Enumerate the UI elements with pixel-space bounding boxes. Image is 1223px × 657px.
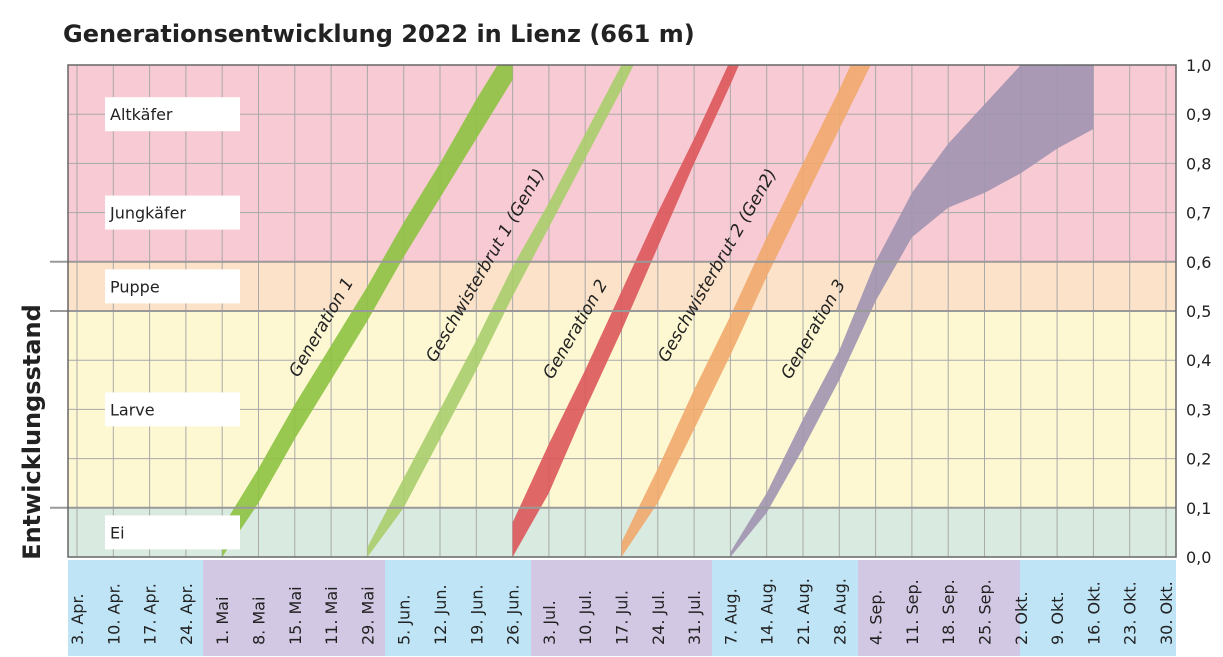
stage-label: Jungkäfer <box>109 204 186 223</box>
x-tick-label: 11. Mai <box>322 586 341 645</box>
y-tick-label: 0,7 <box>1186 204 1211 223</box>
x-tick-label: 14. Aug. <box>758 578 777 645</box>
x-tick-label: 15. Mai <box>286 586 305 645</box>
x-tick-label: 11. Sep. <box>903 579 922 645</box>
x-tick-label: 3. Apr. <box>68 593 87 645</box>
x-tick-label: 17. Apr. <box>141 583 160 645</box>
y-tick-label: 0,8 <box>1186 154 1211 173</box>
month-strip <box>1020 560 1176 656</box>
stage-label: Ei <box>110 523 125 542</box>
x-tick-label: 31. Jul. <box>685 590 704 645</box>
month-strip <box>531 560 712 656</box>
stage-label-box <box>105 195 240 230</box>
chart-title: Generationsentwicklung 2022 in Lienz (66… <box>63 20 695 48</box>
x-tick-label: 25. Sep. <box>976 579 995 645</box>
x-tick-label: 10. Jul. <box>576 590 595 645</box>
x-tick-label: 12. Jun. <box>431 584 450 645</box>
x-tick-label: 19. Jun. <box>467 584 486 645</box>
y-tick-label: 0,1 <box>1186 499 1211 518</box>
month-strip <box>712 560 858 656</box>
x-tick-label: 3. Jul. <box>540 600 559 645</box>
y-tick-label: 0,9 <box>1186 105 1211 124</box>
x-tick-label: 29. Mai <box>358 586 377 645</box>
x-tick-label: 21. Aug. <box>794 578 813 645</box>
stage-label-box <box>105 392 240 427</box>
x-tick-label: 2. Okt. <box>1012 591 1031 645</box>
month-strip <box>68 560 203 656</box>
x-tick-label: 5. Jun. <box>395 595 414 645</box>
month-strip <box>385 560 531 656</box>
month-strip <box>203 560 385 656</box>
x-tick-label: 24. Apr. <box>177 583 196 645</box>
y-tick-label: 1,0 <box>1186 56 1211 75</box>
x-tick-label: 9. Okt. <box>1048 591 1067 645</box>
x-tick-label: 17. Jul. <box>613 590 632 645</box>
y-tick-label: 0,0 <box>1186 548 1211 567</box>
x-tick-label: 4. Sep. <box>867 589 886 645</box>
y-axis-label: Entwicklungsstand <box>18 304 46 560</box>
stage-label: Larve <box>110 400 155 419</box>
x-tick-label: 30. Okt. <box>1157 581 1176 645</box>
stage-label: Puppe <box>110 277 160 296</box>
y-tick-label: 0,3 <box>1186 400 1211 419</box>
y-tick-label: 0,5 <box>1186 302 1211 321</box>
x-tick-label: 28. Aug. <box>830 578 849 645</box>
x-tick-label: 24. Jul. <box>649 590 668 645</box>
x-tick-label: 23. Okt. <box>1121 581 1140 645</box>
stage-label-box <box>105 97 240 132</box>
y-tick-label: 0,2 <box>1186 450 1211 469</box>
x-tick-label: 10. Apr. <box>104 583 123 645</box>
plot-frame <box>67 64 1177 558</box>
stage-label-box <box>105 515 240 550</box>
x-tick-label: 16. Okt. <box>1084 581 1103 645</box>
y-tick-label: 0,6 <box>1186 253 1211 272</box>
x-tick-label: 7. Aug. <box>721 588 740 645</box>
stage-label-box <box>105 269 240 304</box>
x-tick-label: 18. Sep. <box>939 579 958 645</box>
month-strip <box>858 560 1020 656</box>
stage-label: Altkäfer <box>110 105 173 124</box>
x-tick-label: 26. Jun. <box>504 584 523 645</box>
y-tick-label: 0,4 <box>1186 351 1211 370</box>
x-tick-label: 1. Mai <box>213 597 232 645</box>
x-tick-label: 8. Mai <box>250 597 269 645</box>
